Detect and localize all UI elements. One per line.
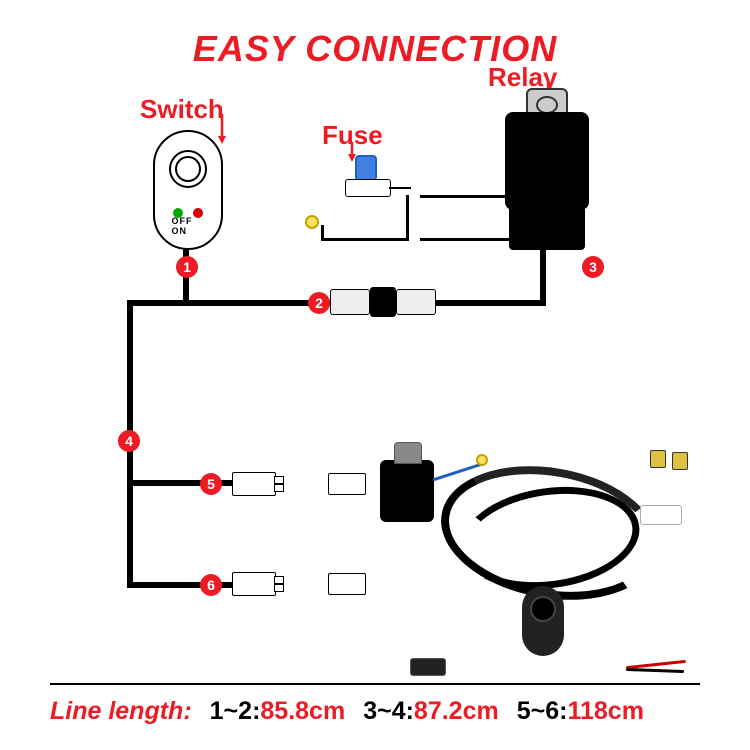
photo-connector-yellow-icon [650,450,666,468]
footer-seg-2: 3~4:87.2cm [363,697,499,726]
photo-plug-icon [410,658,446,676]
connector-socket-icon [328,473,366,495]
connector-plug-icon [232,472,276,496]
footer-value: 87.2cm [414,697,499,725]
footer-range: 3~4: [363,697,414,725]
photo-connector-white-icon [640,505,682,525]
fuse-device [345,155,435,215]
marker-3: 3 [582,256,604,278]
relay-body-icon [505,112,589,210]
marker-1: 1 [176,256,198,278]
fuse-blade-icon [355,155,377,181]
relay-device [505,112,589,264]
product-photo [370,450,690,680]
wire-segment [321,238,409,241]
wire-segment [540,250,546,306]
connector-lock-icon [370,287,396,317]
line-length-footer: Line length: 1~2:85.8cm 3~4:87.2cm 5~6:1… [50,683,700,726]
label-switch: Switch [140,94,224,125]
fuse-wire-icon [389,187,411,189]
relay-base-icon [509,206,585,250]
output-connector-6a [232,572,276,596]
output-connector-5a [232,472,276,496]
photo-wire-black-icon [626,668,684,673]
footer-seg-3: 5~6:118cm [517,697,644,726]
photo-connector-yellow-icon [672,452,688,470]
photo-switch-icon [522,586,564,656]
photo-ring-terminal-icon [476,454,488,466]
output-connector-6b [322,572,366,596]
switch-off-on-label: OFF ON [172,216,205,236]
footer-range: 5~6: [517,697,568,725]
marker-2: 2 [308,292,330,314]
inline-connector-main [330,288,436,316]
connector-plug-icon [330,289,370,315]
connector-socket-icon [396,289,436,315]
ring-terminal-icon [305,215,319,229]
wire-segment [420,238,512,241]
marker-4: 4 [118,430,140,452]
footer-range: 1~2: [210,697,261,725]
connector-socket-icon [328,573,366,595]
footer-seg-1: 1~2:85.8cm [210,697,346,726]
wire-segment [127,300,189,306]
marker-5: 5 [200,473,222,495]
output-connector-5b [322,472,366,496]
marker-6: 6 [200,574,222,596]
switch-button-icon [169,150,207,188]
fuse-holder-icon [345,179,391,197]
footer-label: Line length: [50,697,192,726]
footer-value: 85.8cm [260,697,345,725]
photo-relay-icon [380,460,434,522]
connector-plug-icon [232,572,276,596]
arrow-switch [218,110,248,146]
wire-segment [420,195,512,198]
switch-device: OFF ON [153,130,223,250]
wire-segment [406,195,409,240]
footer-value: 118cm [567,697,643,725]
